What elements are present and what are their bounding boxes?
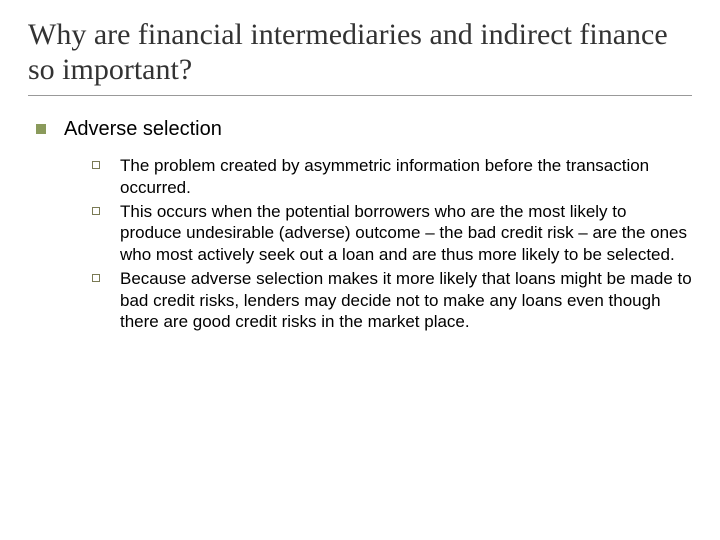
- sub-item-text: This occurs when the potential borrowers…: [120, 201, 692, 266]
- list-item: The problem created by asymmetric inform…: [92, 155, 692, 199]
- square-bullet-icon: [36, 124, 46, 134]
- list-item: This occurs when the potential borrowers…: [92, 201, 692, 266]
- hollow-square-bullet-icon: [92, 274, 100, 282]
- list-item: Because adverse selection makes it more …: [92, 268, 692, 333]
- hollow-square-bullet-icon: [92, 161, 100, 169]
- sub-item-text: Because adverse selection makes it more …: [120, 268, 692, 333]
- sub-item-text: The problem created by asymmetric inform…: [120, 155, 692, 199]
- hollow-square-bullet-icon: [92, 207, 100, 215]
- level1-label: Adverse selection: [64, 118, 222, 141]
- slide-title: Why are financial intermediaries and ind…: [28, 18, 692, 96]
- bullet-level1: Adverse selection: [28, 118, 692, 141]
- sub-bullet-list: The problem created by asymmetric inform…: [92, 155, 692, 333]
